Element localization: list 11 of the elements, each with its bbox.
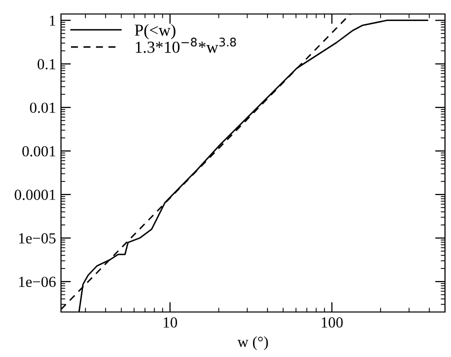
y-tick-label: 1e−06	[19, 276, 56, 288]
y-tick-label: 0.01	[30, 102, 56, 113]
x-tick-label: 100	[322, 317, 343, 328]
x-tick-label: 10	[164, 317, 178, 328]
y-tick-label: 1	[50, 16, 56, 26]
y-tick-label: 0.1	[38, 59, 56, 70]
y-tick-label: 0.0001	[14, 190, 56, 200]
y-tick-label: 0.001	[22, 146, 56, 156]
legend-label: P(<w)	[134, 24, 176, 40]
x-axis-title: w (°)	[237, 336, 268, 350]
y-tick-label: 1e−05	[19, 233, 56, 244]
